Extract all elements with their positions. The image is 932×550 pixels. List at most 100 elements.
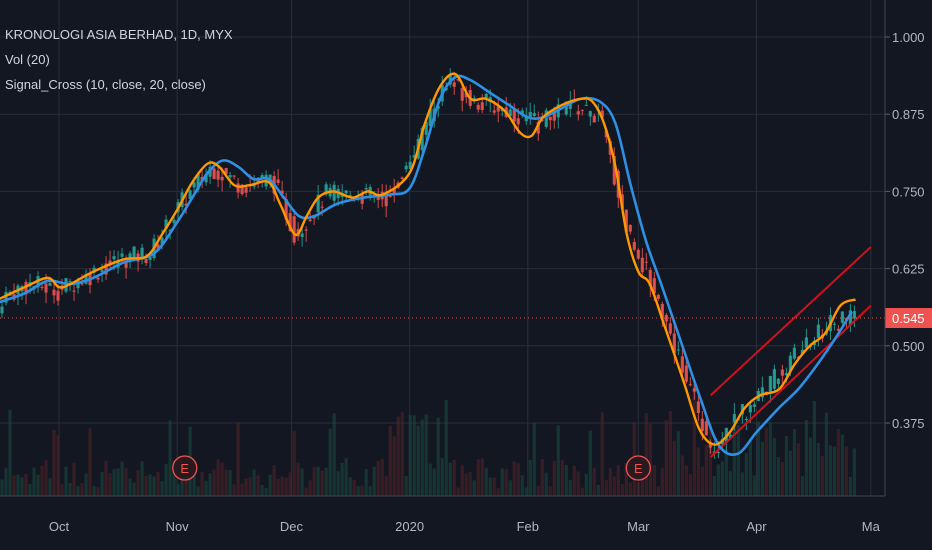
candle-body bbox=[496, 106, 500, 112]
legend-indicator[interactable]: Signal_Cross (10, close, 20, close) bbox=[5, 77, 206, 92]
volume-bar bbox=[276, 478, 280, 496]
volume-bar bbox=[608, 468, 612, 496]
volume-bar bbox=[580, 487, 584, 496]
volume-bar bbox=[12, 475, 16, 496]
x-tick-label: Apr bbox=[746, 519, 767, 534]
candle-body bbox=[792, 347, 796, 359]
volume-bar bbox=[396, 416, 400, 496]
y-tick-label: 0.875 bbox=[892, 107, 925, 122]
volume-bar bbox=[316, 466, 320, 496]
candle-body bbox=[168, 230, 172, 232]
candle-body bbox=[652, 278, 656, 294]
volume-bar bbox=[536, 485, 540, 496]
candle-body bbox=[236, 183, 240, 193]
volume-bar bbox=[708, 423, 712, 496]
volume-bar bbox=[548, 486, 552, 496]
volume-bar bbox=[260, 484, 264, 496]
legend-symbol[interactable]: KRONOLOGI ASIA BERHAD, 1D, MYX bbox=[5, 27, 233, 42]
volume-bar bbox=[728, 471, 732, 496]
volume-bar bbox=[464, 473, 468, 496]
volume-bar bbox=[528, 459, 532, 496]
fast-ma-line bbox=[0, 72, 857, 446]
candle-body bbox=[148, 256, 152, 260]
volume-bar bbox=[420, 419, 424, 496]
volume-bar bbox=[652, 465, 656, 496]
candle-body bbox=[692, 388, 696, 392]
candle-body bbox=[476, 104, 480, 110]
volume-bar bbox=[816, 443, 821, 496]
volume-bar bbox=[636, 482, 640, 496]
volume-bar bbox=[792, 428, 796, 496]
volume-bar bbox=[456, 487, 460, 496]
candle-body bbox=[460, 88, 464, 101]
volume-bar bbox=[624, 463, 628, 496]
volume-bar bbox=[704, 444, 708, 496]
price-candles bbox=[0, 68, 857, 459]
volume-bar bbox=[484, 467, 488, 496]
volume-bar bbox=[392, 436, 396, 496]
candle-body bbox=[292, 216, 296, 243]
candle-body bbox=[304, 229, 308, 231]
candle-body bbox=[700, 418, 704, 432]
volume-bar bbox=[584, 474, 588, 496]
volume-bar bbox=[560, 459, 564, 496]
candle-body bbox=[84, 273, 88, 284]
volume-bar bbox=[132, 482, 136, 496]
volume-bar bbox=[364, 469, 368, 496]
candle-body bbox=[576, 111, 580, 115]
volume-bar bbox=[284, 477, 288, 496]
volume-bar bbox=[808, 437, 813, 496]
candle-body bbox=[44, 283, 48, 293]
candle-body bbox=[172, 219, 176, 224]
volume-bar bbox=[780, 462, 784, 496]
candle-body bbox=[392, 187, 396, 194]
y-tick-label: 0.500 bbox=[892, 339, 925, 354]
volume-bar bbox=[436, 417, 440, 496]
candle-body bbox=[420, 128, 424, 151]
volume-bar bbox=[676, 431, 680, 496]
volume-bar bbox=[592, 467, 596, 496]
volume-bar bbox=[588, 430, 592, 496]
volume-bar bbox=[232, 484, 236, 496]
volume-bar bbox=[180, 471, 184, 496]
volume-bar bbox=[104, 460, 108, 496]
volume-bar bbox=[444, 399, 448, 496]
volume-bar bbox=[376, 460, 380, 496]
volume-bar bbox=[308, 480, 312, 496]
volume-bar bbox=[656, 486, 660, 496]
candle-body bbox=[464, 93, 468, 98]
volume-bar bbox=[776, 456, 780, 496]
volume-bar bbox=[428, 463, 432, 496]
earnings-event-label: E bbox=[634, 461, 643, 476]
volume-bar bbox=[724, 449, 728, 496]
volume-bar bbox=[844, 446, 849, 496]
volume-bar bbox=[648, 423, 652, 496]
candle-body bbox=[192, 182, 196, 188]
volume-bar bbox=[772, 437, 776, 496]
volume-bar bbox=[832, 446, 837, 496]
volume-bar bbox=[596, 484, 600, 496]
volume-bar bbox=[92, 485, 96, 496]
candle-body bbox=[184, 203, 188, 206]
volume-bar bbox=[248, 477, 252, 496]
volume-bar bbox=[108, 473, 112, 496]
volume-bar bbox=[148, 474, 152, 496]
candle-body bbox=[364, 188, 368, 190]
volume-bar bbox=[304, 487, 308, 496]
candle-body bbox=[752, 404, 756, 407]
candle-body bbox=[228, 175, 232, 178]
volume-bar bbox=[488, 477, 492, 496]
volume-bar bbox=[476, 459, 480, 496]
candle-body bbox=[680, 356, 684, 373]
volume-bar bbox=[56, 435, 60, 496]
candle-body bbox=[408, 161, 412, 169]
candle-body bbox=[540, 119, 544, 121]
candle-body bbox=[204, 173, 208, 183]
candle-body bbox=[628, 224, 632, 232]
legend-volume[interactable]: Vol (20) bbox=[5, 52, 50, 67]
volume-bar bbox=[388, 425, 392, 496]
candle-body bbox=[140, 247, 144, 260]
volume-bar bbox=[136, 470, 140, 496]
candle-body bbox=[784, 373, 788, 376]
